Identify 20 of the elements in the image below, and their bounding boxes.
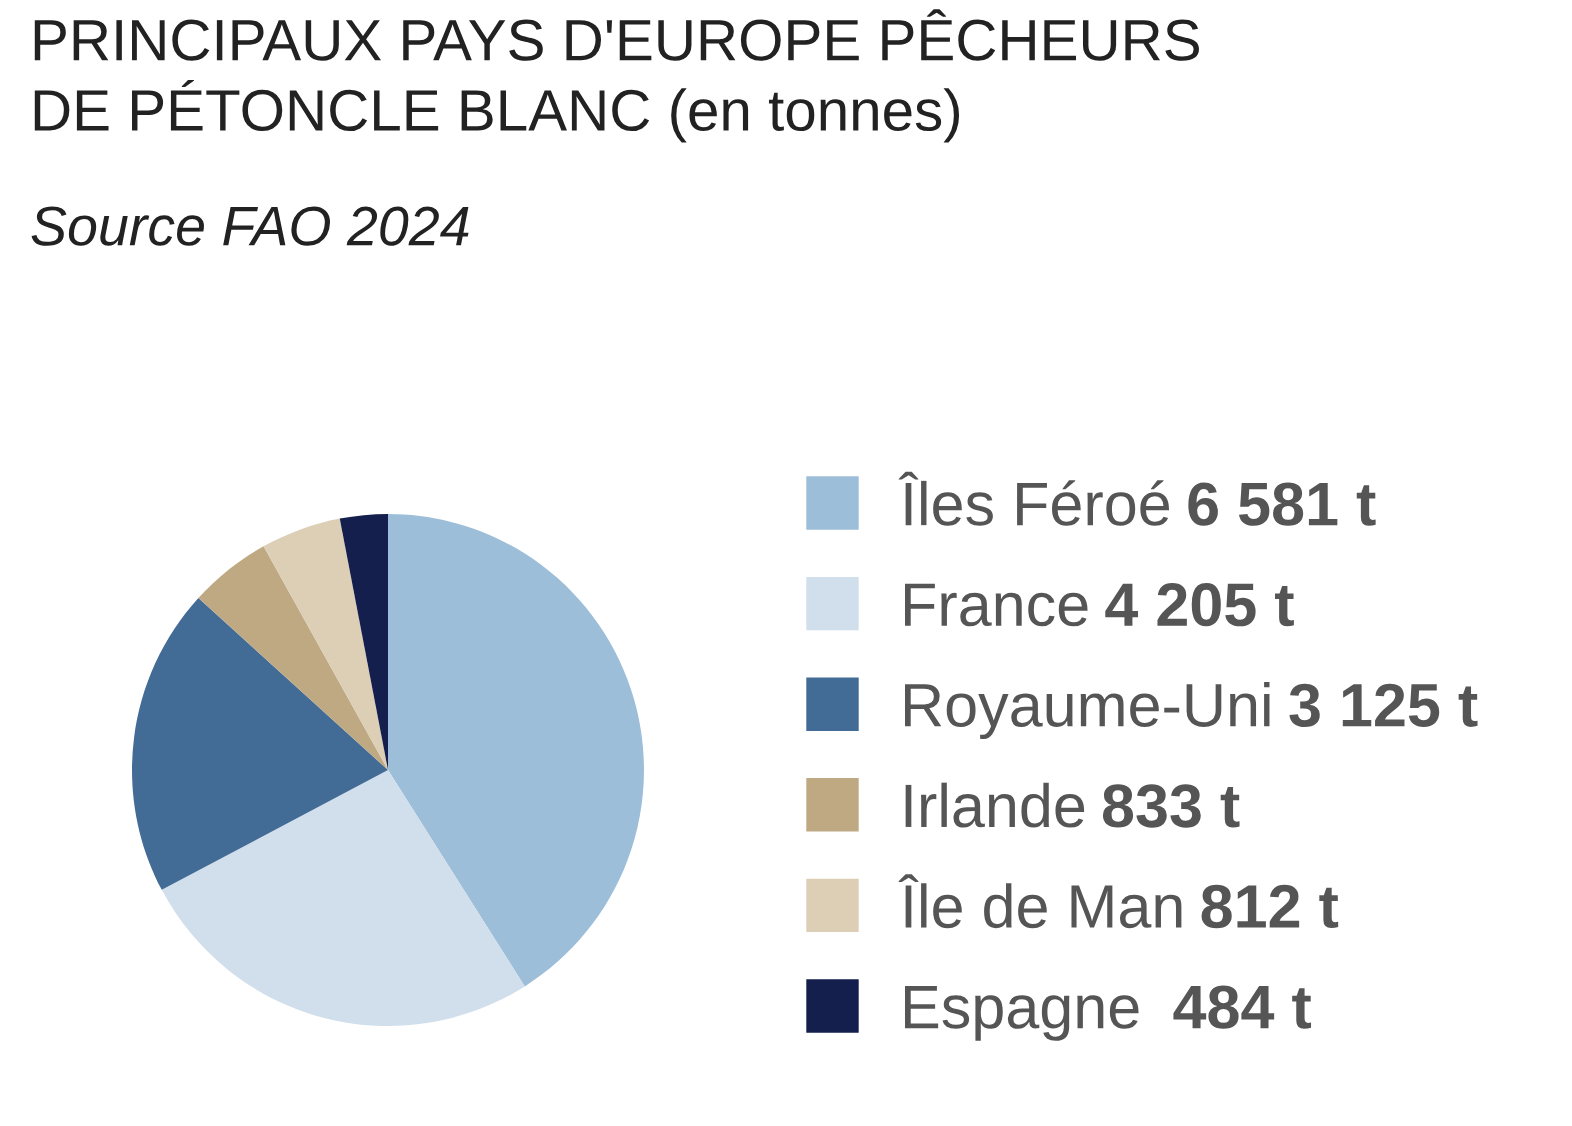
- pie-slice: [263, 518, 388, 770]
- data-label: 4 205 t: [1105, 583, 1294, 627]
- pie-slice: [161, 770, 525, 1026]
- pie-slice: [388, 514, 644, 987]
- data-label: 833 t: [1102, 784, 1240, 828]
- chart-subtitle: Source FAO 2024: [31, 206, 469, 246]
- pie-slice: [132, 597, 388, 890]
- pie-slice: [339, 514, 388, 770]
- data-label: 812 t: [1201, 884, 1339, 929]
- chart-title: PRINCIPAUX PAYS D'EUROPE PÊCHEURS DE PÉTONCLE BLANC (en tonnes): [34, 9, 1199, 143]
- data-label: 484 t: [1173, 985, 1312, 1029]
- legend-label: France: [905, 583, 1088, 627]
- legend-label: Royaume-Uni: [905, 682, 1270, 740]
- legend-label: Irlande: [905, 782, 1085, 828]
- legend-label: Espagne: [905, 986, 1139, 1041]
- legend-label: Îles Féroé: [898, 471, 1169, 526]
- legend-label: Île de Man: [898, 874, 1182, 929]
- pie-slice: [198, 546, 388, 770]
- data-label: 3 125 t: [1289, 683, 1478, 728]
- data-label: 6 581 t: [1188, 482, 1376, 526]
